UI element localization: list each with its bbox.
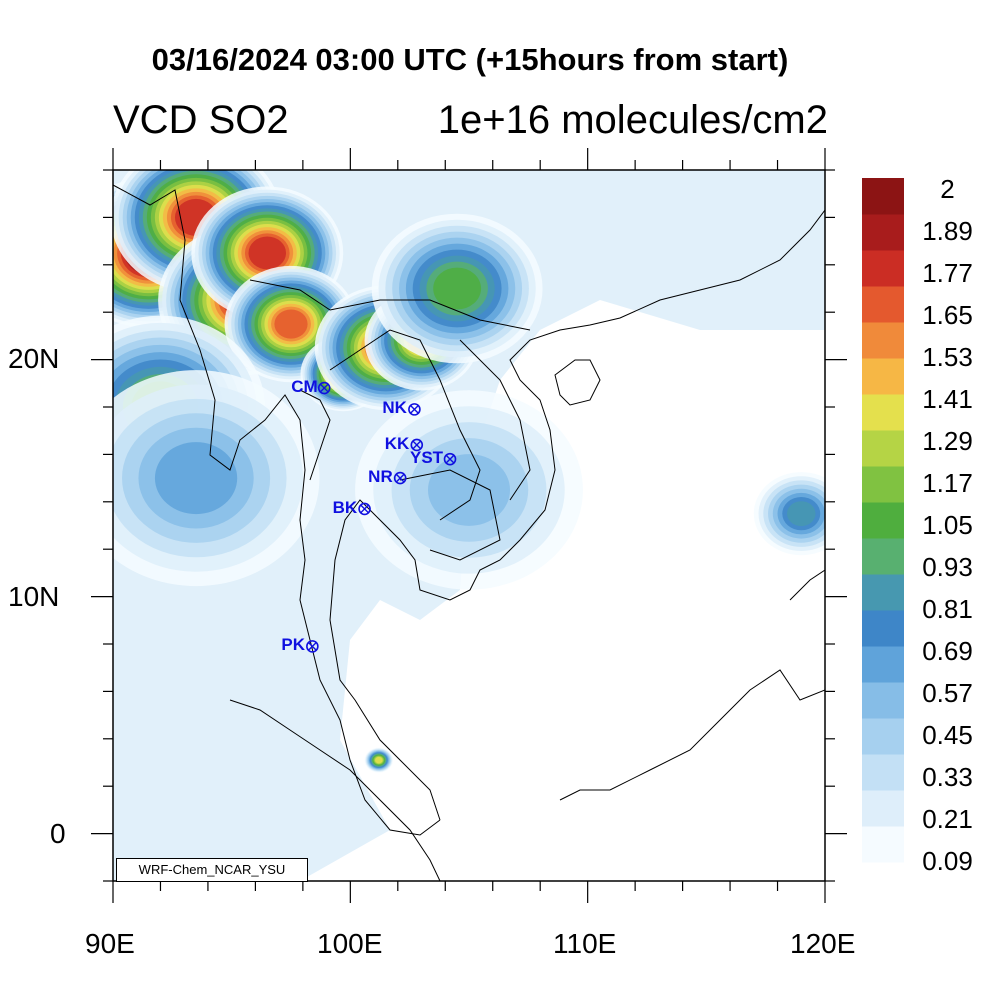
colorbar-swatch-15 xyxy=(862,286,904,323)
colorbar-swatch-8 xyxy=(862,538,904,575)
plot-frame xyxy=(112,169,826,882)
coastline-bay-of-bengal xyxy=(113,184,441,836)
station-label-pk: PK xyxy=(281,635,305,655)
so2-blob-3-level-16 xyxy=(248,236,287,270)
colorbar-label-15: 0.21 xyxy=(922,804,973,834)
country-borders xyxy=(249,279,531,561)
coastline-hainan xyxy=(554,359,601,406)
so2-blob-10-level-5 xyxy=(154,442,238,515)
colorbar-label-12: 0.57 xyxy=(922,678,973,708)
colorbar-label-6: 1.29 xyxy=(922,426,973,456)
so2-blob-4-level-15 xyxy=(274,309,308,339)
model-credit: WRF-Chem_NCAR_YSU xyxy=(116,858,308,882)
x-tick-label-120: 120E xyxy=(790,928,856,959)
y-tick-label-20n: 20N xyxy=(8,343,60,374)
colorbar-swatch-10 xyxy=(862,466,904,503)
station-cross-cm-1 xyxy=(319,383,329,393)
coastline-borneo xyxy=(559,669,825,801)
station-marker-nk xyxy=(408,403,421,416)
station-marker-kk xyxy=(410,438,424,452)
border-laos-vietnam xyxy=(459,339,531,501)
station-label-cm: CM xyxy=(291,377,318,397)
stations-layer xyxy=(306,381,457,653)
station-cross-bk-1 xyxy=(360,504,369,514)
colorbar-swatch-7 xyxy=(862,574,904,611)
so2-blob-8-level-9 xyxy=(433,267,482,310)
station-marker-pk xyxy=(306,640,319,653)
station-label-bk: BK xyxy=(332,497,358,517)
colorbar-label-13: 0.45 xyxy=(922,720,973,750)
station-marker-nr xyxy=(393,471,407,485)
colorbar-label-14: 0.33 xyxy=(922,762,973,792)
x-tick-label-110: 110E xyxy=(553,928,617,959)
colorbar-swatch-17 xyxy=(862,214,904,251)
colorbar-label-2: 1.77 xyxy=(922,258,973,288)
station-marker-cm xyxy=(317,381,331,395)
station-cross-kk-1 xyxy=(412,440,422,450)
colorbar-swatch-5 xyxy=(862,646,904,683)
station-label-nr: NR xyxy=(368,467,393,487)
colorbar-swatch-3 xyxy=(862,718,904,755)
colorbar-swatch-2 xyxy=(862,754,904,791)
units-label: 1e+16 molecules/cm2 xyxy=(437,98,828,142)
station-label-nk: NK xyxy=(382,398,407,418)
colorbar-label-5: 1.41 xyxy=(922,384,973,414)
colorbar-swatch-16 xyxy=(862,250,904,287)
colorbar-swatch-9 xyxy=(862,502,904,539)
colorbar-swatch-14 xyxy=(862,322,904,359)
colorbar-swatch-4 xyxy=(862,682,904,719)
coastlines xyxy=(113,184,825,881)
colorbar-swatch-12 xyxy=(862,394,904,431)
colorbar-label-1: 1.89 xyxy=(922,216,973,246)
x-tick-label-100: 100E xyxy=(317,928,383,959)
station-cross-pk-1 xyxy=(307,641,317,651)
coastline-philippines xyxy=(789,569,825,601)
colorbar-label-16: 0.09 xyxy=(922,846,973,876)
coastline-gulf-thailand xyxy=(329,209,825,821)
so2-blob-13-level-12 xyxy=(375,756,383,764)
colorbar-swatch-18 xyxy=(862,178,904,215)
station-cross-nk-1 xyxy=(410,404,419,414)
colorbar-swatch-0 xyxy=(862,826,904,863)
colorbar-swatch-11 xyxy=(862,430,904,467)
border-thailand-laos xyxy=(329,329,481,521)
axis-ticks xyxy=(91,148,847,903)
colorbar-label-11: 0.69 xyxy=(922,636,973,666)
border-myanmar-thailand xyxy=(299,389,331,481)
so2-blob-11-level-4 xyxy=(427,454,511,526)
colorbar-label-4: 1.53 xyxy=(922,342,973,372)
colorbar-label-9: 0.93 xyxy=(922,552,973,582)
map-title: 03/16/2024 03:00 UTC (+15hours from star… xyxy=(151,42,789,77)
station-marker-yst xyxy=(443,452,457,466)
border-cambodia xyxy=(399,469,501,561)
colorbar-swatch-6 xyxy=(862,610,904,647)
variable-name: VCD SO2 xyxy=(113,98,289,142)
station-marker-bk xyxy=(358,502,371,516)
colorbar-label-3: 1.65 xyxy=(922,300,973,330)
x-tick-label-90: 90E xyxy=(85,928,135,959)
so2-blob-12-level-7 xyxy=(787,501,816,527)
coastline-sumatra xyxy=(229,699,441,881)
colorbar-label-8: 1.05 xyxy=(922,510,973,540)
colorbar-label-0: 2 xyxy=(940,174,955,204)
station-cross-nr-1 xyxy=(395,473,405,483)
y-tick-label-0: 0 xyxy=(50,818,66,849)
station-label-yst: YST xyxy=(410,448,444,468)
colorbar xyxy=(862,178,904,863)
colorbar-label-10: 0.81 xyxy=(922,594,973,624)
border-china-south xyxy=(249,279,531,331)
station-label-kk: KK xyxy=(384,433,410,453)
colorbar-label-7: 1.17 xyxy=(922,468,973,498)
colorbar-swatch-13 xyxy=(862,358,904,395)
station-cross-yst-1 xyxy=(445,454,455,464)
colorbar-swatch-1 xyxy=(862,790,904,827)
y-tick-label-10n: 10N xyxy=(8,581,60,612)
